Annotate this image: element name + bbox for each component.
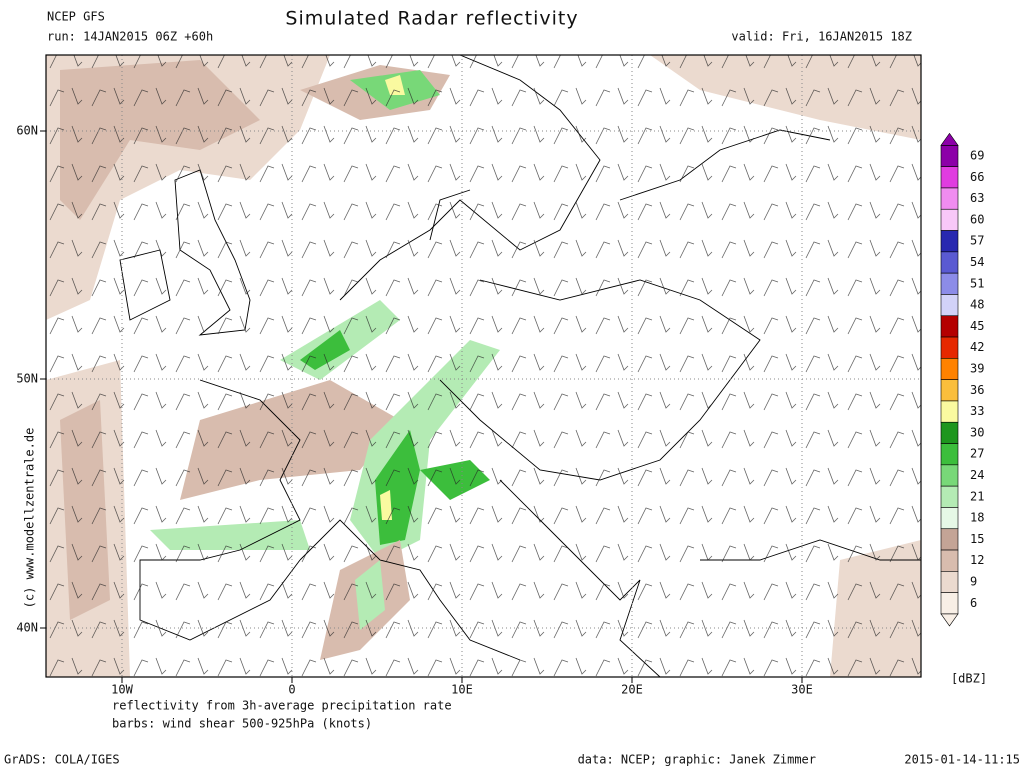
lon-label: 0 <box>288 683 295 697</box>
colorbar-label: 66 <box>970 170 984 184</box>
colorbar-label: 57 <box>970 234 984 248</box>
colorbar-swatch <box>940 272 959 295</box>
colorbar-label: 42 <box>970 340 984 354</box>
colorbar-swatch <box>940 166 959 189</box>
colorbar-swatch <box>940 592 959 615</box>
note: barbs: wind shear 500-925hPa (knots) <box>112 717 372 731</box>
colorbar-label: 6 <box>970 596 977 610</box>
credit: (c) www.modellzentrale.de <box>23 428 37 609</box>
colorbar-swatch <box>940 315 959 338</box>
footer-software: GrADS: COLA/IGES <box>4 753 120 767</box>
colorbar-swatch <box>940 251 959 274</box>
colorbar-swatch <box>940 485 959 508</box>
colorbar-label: 30 <box>970 425 984 439</box>
colorbar-unit: [dBZ] <box>951 672 987 686</box>
valid-time: valid: Fri, 16JAN2015 18Z <box>731 30 912 44</box>
colorbar-label: 9 <box>970 575 977 589</box>
colorbar-label: 69 <box>970 149 984 163</box>
colorbar-arrow <box>940 132 959 146</box>
colorbar-label: 24 <box>970 468 984 482</box>
colorbar-label: 21 <box>970 489 984 503</box>
colorbar-swatch <box>940 379 959 402</box>
colorbar-label: 12 <box>970 553 984 567</box>
lat-label: 40N <box>16 621 38 635</box>
lat-label: 60N <box>16 124 38 138</box>
colorbar-swatch <box>940 187 959 210</box>
lon-label: 10W <box>111 683 133 697</box>
colorbar-label: 54 <box>970 255 984 269</box>
colorbar-label: 27 <box>970 447 984 461</box>
lon-label: 10E <box>451 683 473 697</box>
colorbar-label: 18 <box>970 511 984 525</box>
colorbar: 6966636057545148454239363330272421181512… <box>940 132 984 627</box>
colorbar-swatch <box>940 208 959 231</box>
map-area <box>46 55 921 677</box>
colorbar-swatch <box>940 464 959 487</box>
lon-label: 30E <box>791 683 813 697</box>
model-name: NCEP GFS <box>47 10 105 24</box>
run-info: run: 14JAN2015 06Z +60h <box>47 30 213 44</box>
colorbar-arrow <box>940 613 959 627</box>
colorbar-swatch <box>940 358 959 380</box>
colorbar-swatch <box>940 294 959 317</box>
colorbar-swatch <box>940 443 959 466</box>
colorbar-swatch <box>940 421 959 444</box>
colorbar-swatch <box>940 145 959 167</box>
note: reflectivity from 3h-average precipitati… <box>112 699 452 713</box>
colorbar-label: 39 <box>970 362 984 376</box>
lon-label: 20E <box>621 683 643 697</box>
colorbar-label: 48 <box>970 298 984 312</box>
colorbar-swatch <box>940 400 959 423</box>
colorbar-label: 45 <box>970 319 984 333</box>
colorbar-swatch <box>940 230 959 253</box>
colorbar-label: 63 <box>970 191 984 205</box>
colorbar-swatch <box>940 528 959 551</box>
colorbar-swatch <box>940 549 959 572</box>
colorbar-swatch <box>940 336 959 359</box>
map-frame <box>45 54 922 678</box>
colorbar-label: 51 <box>970 276 984 290</box>
footer-source: data: NCEP; graphic: Janek Zimmer <box>578 753 816 767</box>
footer-timestamp: 2015-01-14-11:15 <box>904 753 1020 767</box>
colorbar-label: 33 <box>970 404 984 418</box>
colorbar-swatch <box>940 507 959 530</box>
colorbar-label: 15 <box>970 532 984 546</box>
axis-labels: 10W 0 10E 20E 30E 60N 50N 40N <box>16 124 813 697</box>
colorbar-swatch <box>940 571 959 593</box>
colorbar-label: 60 <box>970 212 984 226</box>
lat-label: 50N <box>16 372 38 386</box>
colorbar-label: 36 <box>970 383 984 397</box>
title: Simulated Radar reflectivity <box>285 8 578 30</box>
